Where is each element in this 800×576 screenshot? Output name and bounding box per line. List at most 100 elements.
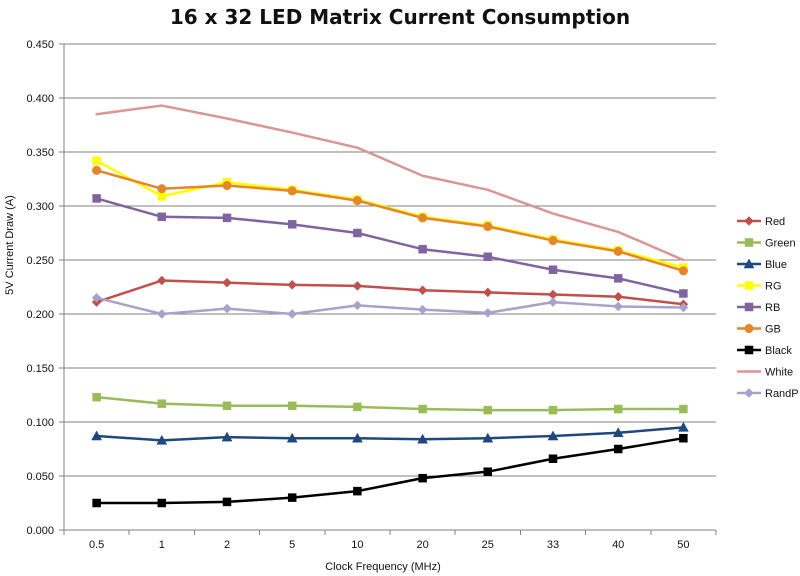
data-point-green-1 bbox=[92, 392, 101, 402]
legend-marker-black bbox=[744, 345, 754, 355]
legend-item-randp: RandP bbox=[737, 388, 799, 400]
data-point-green-8 bbox=[548, 405, 558, 415]
data-point-randp-4 bbox=[287, 309, 298, 319]
data-point-red-5 bbox=[352, 281, 363, 291]
legend-label-red: Red bbox=[765, 216, 785, 228]
series-layer bbox=[91, 104, 689, 508]
legend-label-blue: Blue bbox=[765, 259, 787, 271]
legend-item-red: Red bbox=[737, 216, 785, 228]
data-point-black-3 bbox=[222, 497, 232, 507]
data-point-gb-1 bbox=[92, 165, 102, 175]
legend-marker-rb bbox=[744, 302, 754, 312]
data-point-black-2 bbox=[157, 498, 167, 508]
data-point-green-7 bbox=[483, 405, 493, 415]
data-point-gb-5 bbox=[352, 196, 362, 206]
series-rg bbox=[92, 156, 688, 272]
y-tick-label: 0.200 bbox=[26, 309, 54, 321]
y-tick-label: 0.050 bbox=[26, 471, 54, 483]
data-point-randp-3 bbox=[222, 303, 232, 314]
chart-title: 16 x 32 LED Matrix Current Consumption bbox=[170, 5, 630, 29]
series-line-black bbox=[95, 436, 685, 505]
data-point-black-7 bbox=[483, 467, 493, 476]
legend-label-white: White bbox=[765, 367, 793, 379]
data-point-blue-7 bbox=[482, 432, 494, 443]
data-point-green-3 bbox=[222, 401, 232, 411]
data-point-red-6 bbox=[417, 285, 428, 296]
axes: 0.000 0.050 0.100 0.150 0.200 0.250 0.300 0.350… bbox=[26, 39, 717, 551]
series-blue bbox=[91, 421, 689, 445]
data-point-black-5 bbox=[353, 486, 362, 496]
data-point-green-6 bbox=[418, 404, 427, 414]
data-point-randp-6 bbox=[417, 304, 428, 315]
legend: Red Green Blue RG RB GB Black White RandP bbox=[737, 216, 799, 400]
data-point-gb-3 bbox=[222, 180, 232, 191]
data-point-rg-1 bbox=[92, 156, 101, 165]
x-axis-label: Clock Frequency (MHz) bbox=[325, 561, 441, 573]
x-tick-label: 20 bbox=[416, 539, 428, 551]
y-tick-label: 0.250 bbox=[26, 255, 54, 267]
data-point-green-10 bbox=[679, 404, 688, 414]
series-green bbox=[92, 392, 688, 415]
data-point-randp-1 bbox=[91, 292, 102, 303]
legend-item-green: Green bbox=[737, 238, 796, 250]
x-tick-label: 40 bbox=[612, 539, 624, 551]
legend-item-rg: RG bbox=[737, 281, 782, 293]
data-point-green-9 bbox=[613, 404, 623, 414]
series-randp bbox=[91, 292, 689, 319]
data-point-blue-9 bbox=[612, 427, 624, 438]
legend-label-randp: RandP bbox=[765, 388, 799, 400]
series-red bbox=[91, 275, 689, 310]
data-point-gb-4 bbox=[287, 186, 297, 196]
x-tick-label: 1 bbox=[159, 539, 165, 551]
legend-label-rb: RB bbox=[765, 302, 780, 314]
data-point-rb-5 bbox=[353, 228, 362, 238]
y-tick-label: 0.150 bbox=[26, 363, 54, 375]
series-line-green bbox=[95, 395, 685, 412]
series-line-blue bbox=[95, 426, 685, 442]
y-tick-label: 0.100 bbox=[26, 417, 54, 429]
data-point-rg-2 bbox=[157, 192, 167, 201]
x-tick-label: 25 bbox=[482, 539, 494, 551]
data-point-red-2 bbox=[156, 275, 167, 286]
data-point-red-9 bbox=[613, 291, 624, 302]
data-point-rb-8 bbox=[548, 265, 558, 274]
series-line-rg bbox=[95, 159, 685, 269]
data-point-blue-10 bbox=[677, 421, 689, 432]
data-point-randp-5 bbox=[352, 300, 363, 311]
legend-item-white: White bbox=[737, 367, 793, 379]
data-point-randp-10 bbox=[678, 302, 689, 313]
y-axis-label: 5V Current Draw (A) bbox=[4, 195, 16, 295]
x-tick-label: 50 bbox=[677, 539, 689, 551]
data-point-rb-1 bbox=[92, 194, 101, 203]
series-gb bbox=[92, 165, 688, 276]
data-point-rb-7 bbox=[483, 252, 493, 262]
legend-label-rg: RG bbox=[765, 281, 782, 293]
legend-marker-red bbox=[744, 216, 754, 226]
data-point-rb-3 bbox=[222, 213, 232, 223]
series-rb bbox=[92, 194, 688, 298]
legend-item-blue: Blue bbox=[737, 258, 787, 271]
gridlines bbox=[64, 43, 716, 531]
series-line-gb bbox=[95, 169, 685, 273]
legend-label-green: Green bbox=[765, 238, 796, 250]
legend-marker-rg bbox=[744, 281, 754, 290]
series-line-white bbox=[95, 104, 685, 262]
x-tick-label: 10 bbox=[351, 539, 363, 551]
data-point-blue-2 bbox=[156, 434, 168, 445]
x-tick-label: 5 bbox=[289, 539, 295, 551]
data-point-blue-5 bbox=[351, 432, 363, 443]
data-point-blue-4 bbox=[286, 432, 298, 443]
data-point-black-1 bbox=[92, 498, 101, 508]
data-point-red-7 bbox=[482, 287, 493, 298]
data-point-gb-8 bbox=[548, 236, 558, 246]
data-point-black-9 bbox=[613, 444, 623, 454]
series-white bbox=[95, 104, 685, 262]
data-point-rb-6 bbox=[418, 244, 427, 254]
data-point-blue-8 bbox=[547, 430, 559, 441]
data-point-randp-9 bbox=[613, 301, 624, 312]
data-point-randp-2 bbox=[156, 309, 167, 319]
data-point-rb-2 bbox=[157, 212, 167, 222]
y-tick-label: 0.450 bbox=[26, 39, 54, 51]
data-point-black-6 bbox=[418, 473, 427, 483]
